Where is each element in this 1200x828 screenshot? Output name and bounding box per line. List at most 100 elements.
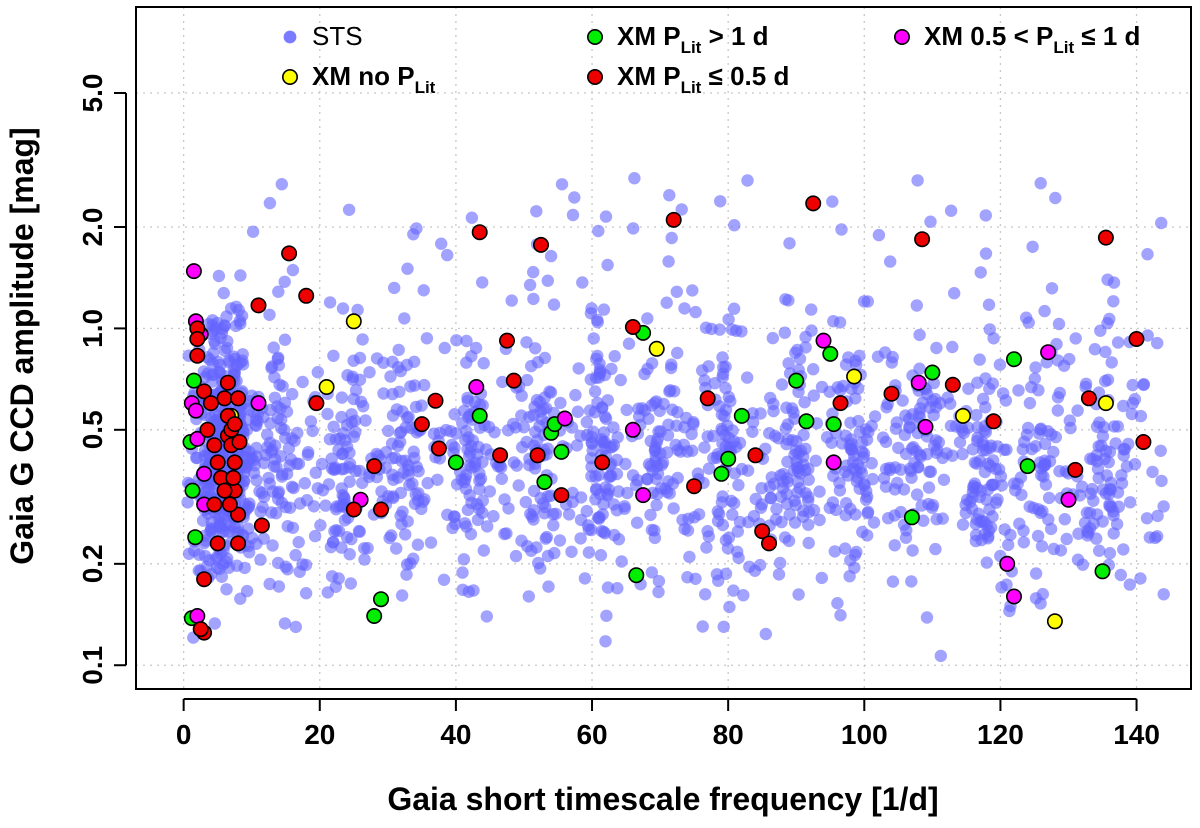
sts-point — [465, 211, 479, 224]
sts-point — [404, 380, 417, 393]
sts-point — [1123, 578, 1137, 591]
sts-point — [390, 542, 403, 555]
xm-point-xm_le05 — [699, 390, 716, 407]
sts-point — [782, 357, 795, 370]
sts-point — [539, 500, 552, 514]
sts-point — [837, 379, 850, 393]
sts-point — [1015, 488, 1028, 501]
sts-point — [698, 374, 711, 387]
sts-point — [1026, 240, 1039, 253]
sts-point — [1038, 437, 1052, 451]
sts-point — [476, 494, 489, 507]
sts-point — [562, 508, 576, 521]
sts-point — [286, 263, 300, 277]
sts-point — [309, 466, 322, 479]
sts-point — [946, 449, 959, 462]
sts-point — [236, 348, 249, 361]
sts-point — [1126, 378, 1139, 392]
sts-point — [217, 286, 230, 300]
sts-point — [1093, 544, 1106, 557]
xm-point-xm_gt1 — [720, 450, 737, 467]
x-tick-label: 20 — [304, 719, 335, 750]
sts-point — [462, 585, 475, 598]
sts-point — [1034, 506, 1047, 520]
sts-point — [766, 331, 779, 345]
xm-point-xm_gt1 — [788, 372, 805, 389]
sts-point — [899, 409, 912, 422]
xm-point-xm_le05 — [1097, 229, 1114, 246]
sts-point — [781, 455, 794, 468]
sts-point — [476, 276, 489, 289]
sts-point — [737, 589, 750, 602]
sts-point — [603, 469, 617, 482]
sts-point — [702, 360, 715, 373]
sts-point — [222, 561, 236, 574]
sts-point — [805, 324, 818, 337]
xm-point-xm_le05 — [202, 395, 219, 412]
sts-point — [375, 485, 388, 498]
sts-point — [775, 378, 789, 391]
sts-point — [515, 534, 528, 547]
sts-point — [461, 394, 474, 408]
sts-point — [1107, 505, 1120, 518]
sts-points — [181, 172, 1170, 663]
sts-point — [973, 353, 986, 366]
sts-point — [681, 571, 694, 584]
sts-point — [879, 480, 893, 493]
sts-point — [979, 401, 992, 414]
sts-point — [1096, 430, 1110, 443]
sts-point — [980, 556, 993, 569]
sts-point — [1083, 506, 1097, 520]
sts-point — [463, 489, 476, 502]
sts-point — [828, 545, 841, 558]
sts-point — [978, 465, 992, 479]
sts-point — [321, 407, 334, 421]
sts-point — [520, 336, 533, 349]
sts-point — [273, 378, 286, 391]
sts-point — [1052, 317, 1066, 331]
sts-point — [393, 426, 407, 440]
sts-point — [1157, 588, 1170, 601]
xm-point-xm_le05 — [189, 330, 206, 347]
sts-point — [1126, 396, 1140, 410]
sts-point — [788, 494, 801, 507]
sts-point — [888, 539, 901, 552]
xm-point-xm_le05 — [665, 211, 682, 228]
sts-point — [644, 508, 657, 522]
sts-point — [1063, 414, 1077, 427]
xm-point-xm_mid — [556, 410, 573, 427]
sts-point — [510, 459, 523, 472]
sts-point — [813, 485, 826, 498]
sts-point — [599, 210, 613, 223]
sts-point — [1088, 343, 1102, 356]
xm-point-xm_le05 — [196, 383, 213, 400]
xm-point-xm_gt1 — [471, 407, 488, 424]
sts-point — [322, 478, 336, 491]
sts-point — [920, 448, 934, 461]
sts-point — [448, 510, 461, 523]
xm-point-xm_le05 — [225, 469, 242, 486]
sts-point — [826, 195, 839, 208]
sts-point — [272, 580, 286, 593]
sts-point — [622, 337, 636, 350]
sts-point — [398, 312, 411, 325]
sts-point — [773, 556, 787, 570]
sts-point — [1103, 312, 1116, 326]
sts-point — [569, 388, 582, 402]
sts-point — [962, 382, 975, 395]
legend-label-xm_le05: XM PLit ≤ 0.5 d — [617, 61, 789, 97]
xm-point-xm_le05 — [298, 287, 315, 304]
sts-point — [838, 542, 852, 555]
sts-point — [580, 415, 593, 429]
sts-point — [1049, 191, 1062, 205]
sts-point — [531, 434, 544, 447]
sts-point — [991, 493, 1004, 506]
sts-point — [663, 189, 676, 202]
sts-point — [782, 534, 796, 548]
sts-point — [501, 424, 515, 437]
sts-point — [844, 416, 857, 429]
plot-frame — [135, 6, 1192, 690]
sts-point — [181, 496, 194, 509]
sts-point — [480, 610, 493, 623]
sts-point — [338, 492, 351, 505]
